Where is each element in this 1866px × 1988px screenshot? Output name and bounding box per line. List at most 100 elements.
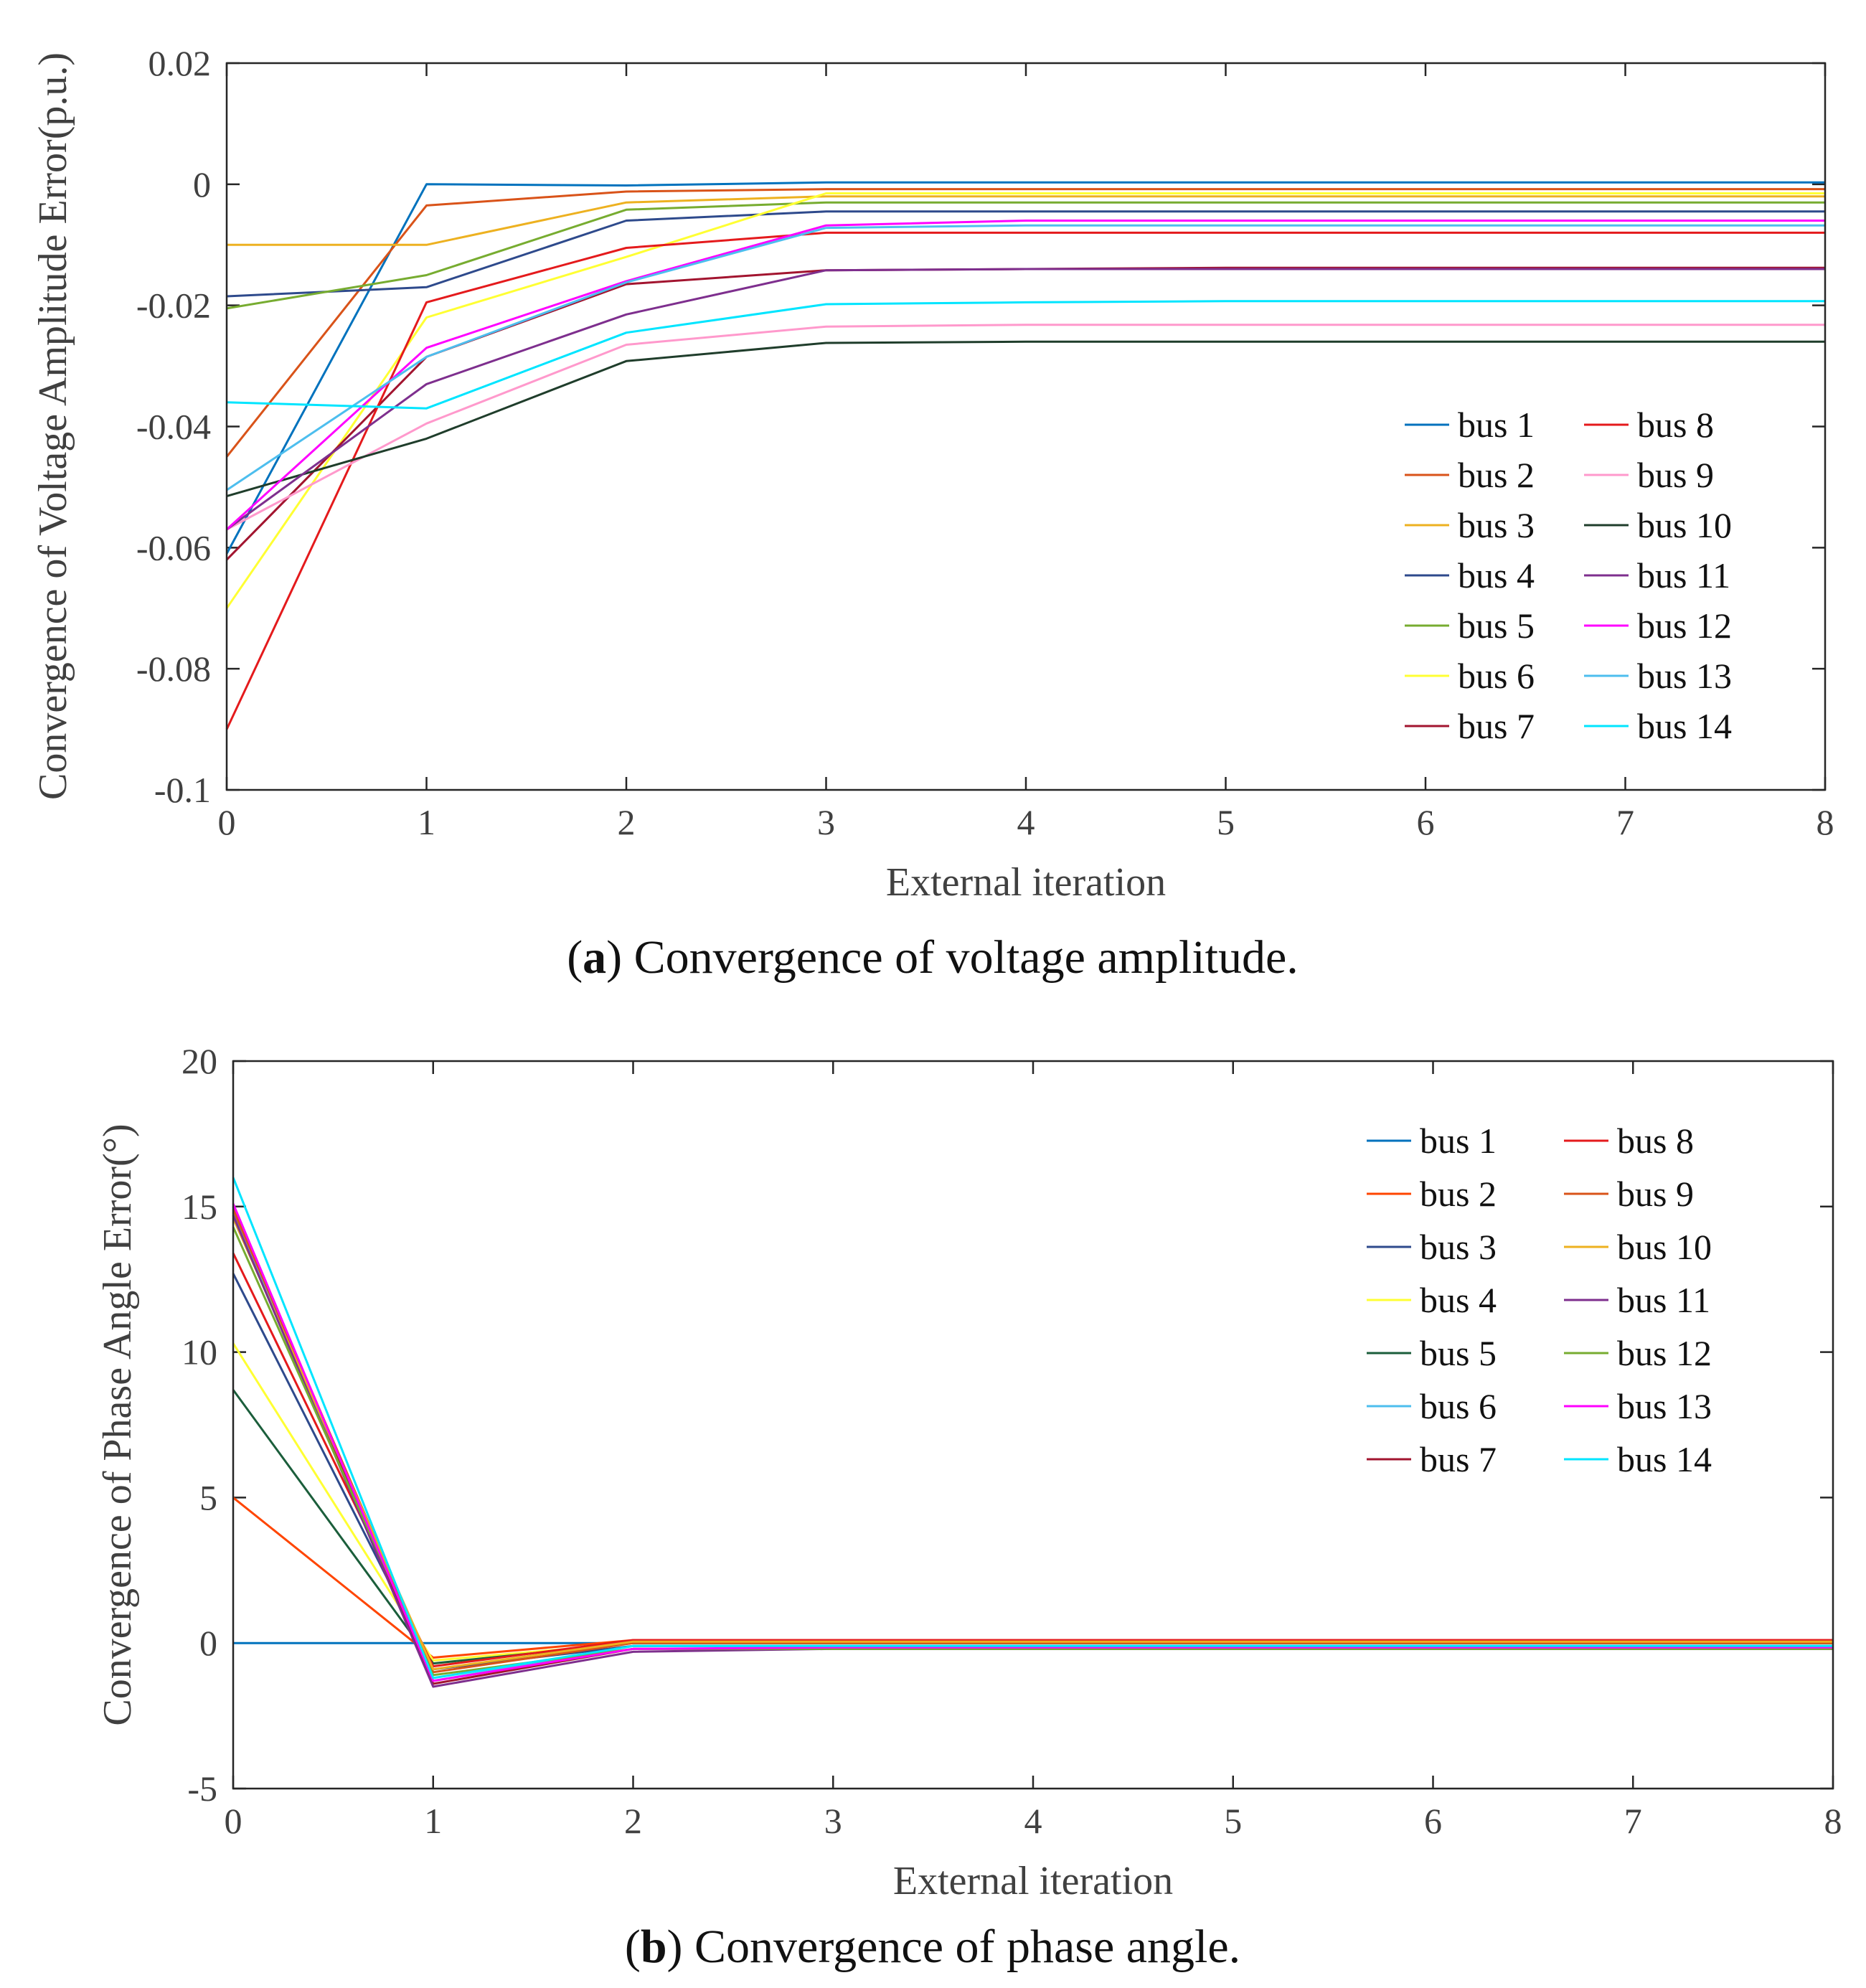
legend-label: bus 11 (1637, 555, 1730, 595)
legend-label: bus 5 (1420, 1333, 1497, 1373)
legend-label: bus 14 (1617, 1439, 1712, 1479)
caption-a: (a) Convergence of voltage amplitude. (567, 931, 1299, 984)
legend-label: bus 8 (1617, 1121, 1694, 1161)
legend-item: bus 1 (1405, 405, 1535, 445)
legend-item: bus 10 (1584, 505, 1732, 545)
legend-label: bus 8 (1637, 405, 1714, 445)
series-line-bus-1 (225, 181, 1825, 555)
caption-b: (b) Convergence of phase angle. (625, 1921, 1240, 1973)
legend-item: bus 7 (1405, 706, 1535, 746)
y-tick-label: 0 (193, 164, 211, 204)
legend-label: bus 10 (1617, 1227, 1712, 1267)
x-tick-label: 1 (424, 1801, 442, 1841)
series-line-bus-12 (225, 220, 1825, 531)
legend-label: bus 13 (1637, 656, 1732, 696)
legend-label: bus 4 (1420, 1280, 1497, 1320)
legend-item: bus 13 (1564, 1386, 1712, 1426)
series-line-bus-9 (226, 324, 1825, 531)
y-tick-label: -0.1 (154, 770, 211, 810)
x-tick-label: 3 (824, 1801, 842, 1841)
legend-item: bus 3 (1405, 505, 1535, 545)
legend-label: bus 1 (1458, 405, 1535, 445)
series-line-bus-14 (232, 1177, 1833, 1680)
series-line-bus-7 (232, 1206, 1833, 1685)
legend-item: bus 6 (1405, 656, 1535, 696)
legend-item: bus 11 (1564, 1280, 1710, 1320)
series-line-bus-6 (225, 192, 1825, 609)
legend-label: bus 12 (1617, 1333, 1712, 1373)
series-line-bus-10 (226, 340, 1825, 498)
x-tick-label: 6 (1424, 1801, 1442, 1841)
y-tick-label: 15 (182, 1187, 217, 1227)
legend-item: bus 7 (1367, 1439, 1497, 1479)
chart-panel-a: 0 1 2 3 4 5 6 7 8 -0.1 -0.08 -0.06 -0.04 -0.02 0 0.02 b… (31, 43, 1834, 984)
series-line-bus-11 (226, 268, 1825, 531)
legend-label: bus 7 (1420, 1439, 1497, 1479)
legend-item: bus 9 (1584, 455, 1714, 495)
legend-item: bus 3 (1367, 1227, 1497, 1267)
x-tick-label: 8 (1824, 1801, 1842, 1841)
legend-item: bus 10 (1564, 1227, 1712, 1267)
legend-item: bus 8 (1584, 405, 1714, 445)
series-line-bus-4 (226, 210, 1825, 298)
x-tick-label: 3 (817, 802, 835, 842)
legend-item: bus 14 (1564, 1439, 1712, 1479)
x-tick-label: 5 (1224, 1801, 1242, 1841)
series-line-bus-13 (226, 224, 1825, 491)
legend-label: bus 14 (1637, 706, 1732, 746)
y-tick-label: 0.02 (149, 43, 212, 83)
y-axis-label-a: Convergence of Voltage Amplitude Error(p… (31, 52, 75, 800)
y-tick-label: 5 (199, 1477, 217, 1517)
y-axis-label-b: Convergence of Phase Angle Error(°) (95, 1123, 140, 1725)
legend-label: bus 6 (1420, 1386, 1497, 1426)
legend-item: bus 11 (1584, 555, 1730, 595)
y-tick-label: 10 (182, 1332, 217, 1372)
x-axis-label-a: External iteration (886, 860, 1166, 905)
legend-label: bus 1 (1420, 1121, 1497, 1161)
legend-item: bus 1 (1367, 1121, 1497, 1161)
legend-item: bus 14 (1584, 706, 1732, 746)
legend-label: bus 2 (1420, 1174, 1497, 1214)
series-line-bus-9 (232, 1209, 1833, 1674)
series-line-bus-5 (226, 201, 1825, 310)
y-tick-label: -0.06 (136, 527, 211, 567)
y-tick-label: -0.02 (136, 286, 211, 326)
x-tick-label: 0 (218, 802, 236, 842)
series-line-bus-2 (232, 1497, 1833, 1659)
series-line-bus-6 (232, 1212, 1833, 1682)
y-tick-label: -5 (187, 1768, 217, 1809)
x-tick-label: 7 (1624, 1801, 1642, 1841)
series-line-bus-10 (232, 1217, 1833, 1671)
legend-label: bus 11 (1617, 1280, 1710, 1320)
series-line-bus-5 (232, 1389, 1833, 1665)
legend-item: bus 4 (1405, 555, 1535, 595)
legend-label: bus 13 (1617, 1386, 1712, 1426)
legend-item: bus 12 (1584, 606, 1732, 646)
legend-item: bus 6 (1367, 1386, 1497, 1426)
caption-text-b: ) Convergence of phase angle. (667, 1921, 1241, 1973)
legend-item: bus 5 (1367, 1333, 1497, 1373)
y-tick-label: 0 (199, 1623, 217, 1663)
x-tick-label: 2 (618, 802, 636, 842)
x-axis-label-b: External iteration (893, 1859, 1173, 1903)
series-line-bus-2 (225, 188, 1825, 458)
legend-label: bus 3 (1420, 1227, 1497, 1267)
x-tick-label: 8 (1816, 802, 1834, 842)
x-tick-label: 6 (1417, 802, 1435, 842)
x-tick-label: 0 (225, 1801, 242, 1841)
caption-letter-b: b (641, 1921, 667, 1973)
legend-item: bus 2 (1405, 455, 1535, 495)
legend-label: bus 9 (1637, 455, 1714, 495)
plot-area-frame-b (232, 1060, 1834, 1790)
x-tick-label: 4 (1024, 1801, 1042, 1841)
legend-item: bus 2 (1367, 1174, 1497, 1214)
series-line-bus-13 (232, 1203, 1833, 1682)
legend-label: bus 3 (1458, 505, 1535, 545)
legend-item: bus 12 (1564, 1333, 1712, 1373)
series-line-bus-12 (232, 1226, 1833, 1677)
series-line-bus-11 (232, 1215, 1833, 1688)
series-line-bus-7 (225, 266, 1825, 561)
legend-label: bus 10 (1637, 505, 1732, 545)
series-line-bus-3 (227, 195, 1825, 246)
